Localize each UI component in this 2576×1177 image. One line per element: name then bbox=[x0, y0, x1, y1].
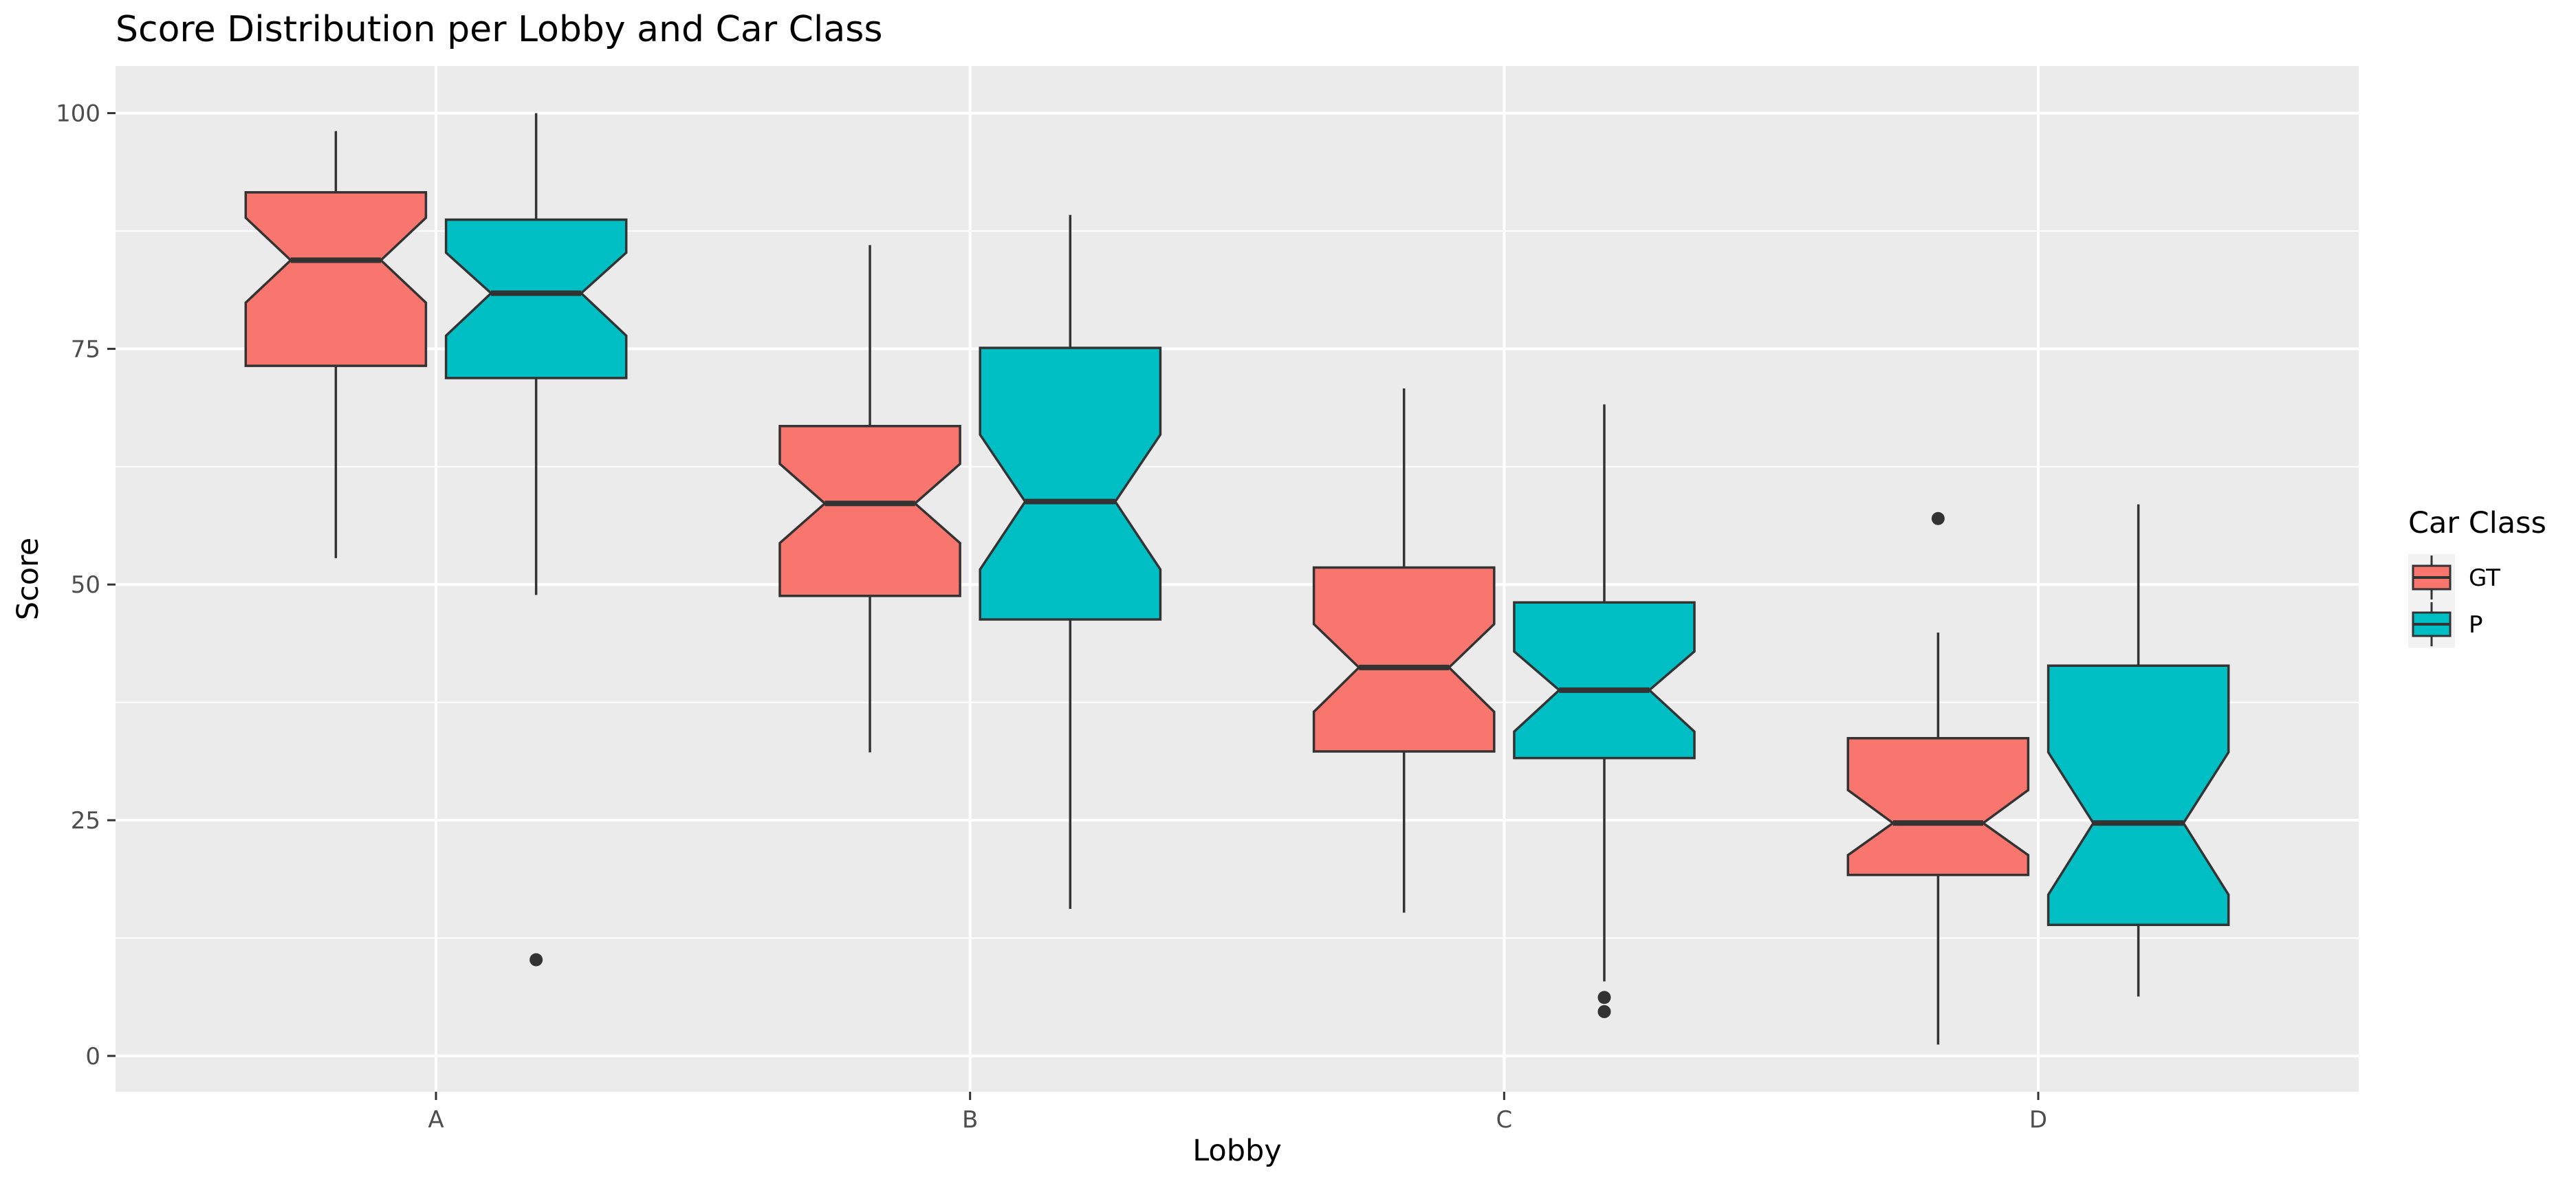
legend-item-GT: GT bbox=[2412, 556, 2500, 600]
x-axis-title: Lobby bbox=[1192, 1134, 1282, 1168]
notched-box bbox=[2046, 664, 2230, 927]
notched-box bbox=[444, 218, 628, 380]
y-tick-label: 50 bbox=[71, 571, 100, 599]
chart-title: Score Distribution per Lobby and Car Cla… bbox=[116, 9, 882, 50]
outlier-point bbox=[1597, 991, 1611, 1004]
y-tick-label: 100 bbox=[56, 100, 100, 128]
y-tick-label: 75 bbox=[71, 336, 100, 363]
y-tick-label: 25 bbox=[71, 807, 100, 835]
outlier-point bbox=[530, 953, 543, 967]
box-GT-B bbox=[778, 245, 961, 753]
x-tick-label: C bbox=[1496, 1106, 1512, 1134]
notched-box bbox=[778, 425, 961, 597]
legend: Car Class GT P bbox=[2408, 506, 2546, 648]
x-axis-ticks: A B C D bbox=[428, 1092, 2047, 1134]
y-tick-label: 0 bbox=[85, 1043, 100, 1070]
x-tick-label: B bbox=[962, 1106, 978, 1134]
box-P-A bbox=[444, 113, 628, 967]
box-GT-C bbox=[1312, 388, 1496, 913]
box-P-B bbox=[979, 214, 1162, 909]
notched-box bbox=[1312, 566, 1496, 753]
box-P-C bbox=[1513, 404, 1696, 1018]
legend-label: P bbox=[2469, 611, 2483, 639]
notched-box bbox=[244, 191, 428, 367]
boxes bbox=[244, 113, 2230, 1045]
box-GT-A bbox=[244, 131, 428, 558]
legend-item-P: P bbox=[2412, 602, 2483, 646]
x-tick-label: A bbox=[428, 1106, 444, 1134]
x-tick-label: D bbox=[2029, 1106, 2047, 1134]
legend-label: GT bbox=[2469, 564, 2500, 592]
outlier-point bbox=[1597, 1004, 1611, 1018]
notched-box bbox=[1846, 737, 2030, 877]
y-axis-ticks: 0 25 50 75 100 bbox=[56, 100, 116, 1070]
legend-title: Car Class bbox=[2408, 506, 2546, 540]
y-axis-title: Score bbox=[11, 538, 45, 620]
box-P-D bbox=[2046, 504, 2230, 997]
notched-box bbox=[1513, 601, 1696, 760]
notched-box bbox=[979, 346, 1162, 621]
outlier-point bbox=[1931, 512, 1945, 525]
box-GT-D bbox=[1846, 512, 2030, 1045]
